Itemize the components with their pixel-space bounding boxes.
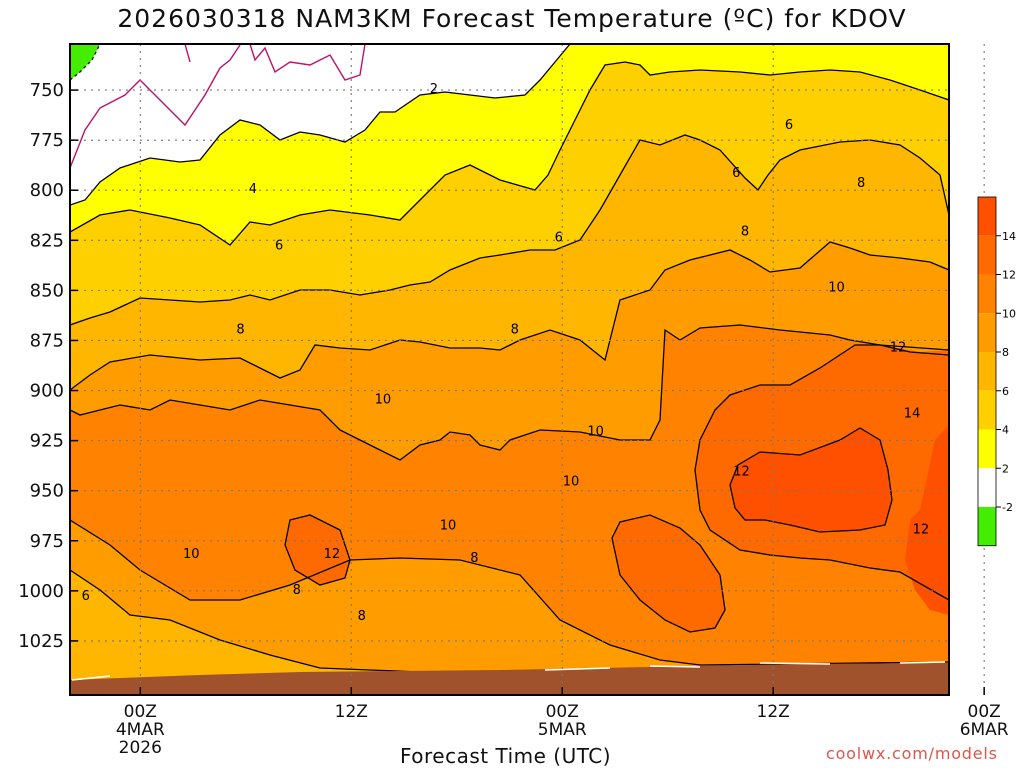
contour-label: 10 [587, 425, 604, 440]
x-tick-label: 00Z [546, 702, 579, 722]
x-tick-label: 00Z [968, 702, 1001, 722]
legend-swatch [978, 507, 996, 546]
contour-label: 6 [785, 118, 793, 133]
legend-label: 12 [1002, 269, 1016, 282]
contour-zero-line [70, 44, 366, 169]
legend-label: 2 [1002, 462, 1009, 475]
x-axis-label: Forecast Time (UTC) [400, 744, 612, 768]
y-tick-label: 800 [30, 180, 64, 201]
legend-label: -2 [1002, 501, 1013, 514]
chart-title: 2026030318 NAM3KM Forecast Temperature (… [117, 4, 907, 33]
y-tick-label: 900 [30, 381, 64, 402]
x-tick-label: 4MAR [116, 720, 165, 740]
legend-frame [977, 196, 997, 547]
contour-label: 14 [904, 407, 921, 422]
fill-band-12-14-left [285, 515, 350, 585]
contour-label: 6 [732, 166, 740, 181]
ground-surface [70, 663, 949, 695]
y-tick-label: 750 [30, 80, 64, 101]
contour-minus2-line [70, 44, 101, 81]
y-tick-label: 925 [30, 431, 64, 452]
y-tick-label: 775 [30, 130, 64, 151]
legend-swatch [978, 352, 996, 391]
color-legend: 14 12 10 8 6 4 2 -2 [977, 196, 1016, 547]
contour-label: 6 [82, 589, 90, 604]
legend-label: 10 [1002, 307, 1016, 320]
y-tick-label: 950 [30, 481, 64, 502]
legend-swatch [978, 429, 996, 469]
contour-label: 10 [183, 547, 200, 562]
x-tick-label: 2026 [119, 738, 162, 758]
contour-label: 8 [236, 322, 244, 337]
y-axis-ticks: 750 775 800 825 850 875 900 925 950 975 1000 1025 [18, 80, 78, 652]
legend-label: 4 [1002, 424, 1009, 437]
plot-frame [69, 43, 950, 696]
fill-band-below-minus2 [70, 44, 100, 80]
contour-label: 10 [440, 519, 457, 534]
contour-label: 8 [358, 609, 366, 624]
fill-band-above-14-edge [905, 425, 949, 615]
legend-label: 14 [1002, 230, 1016, 243]
legend-swatch [978, 390, 996, 430]
plot-area [70, 44, 949, 695]
contour-label: 6 [555, 230, 563, 245]
contour-label: 8 [511, 322, 519, 337]
fill-band-minus2-2 [70, 44, 570, 205]
contour-label: 4 [249, 182, 257, 197]
contour-label: 8 [470, 551, 478, 566]
legend-label: 6 [1002, 385, 1009, 398]
contour-label: 12 [324, 547, 341, 562]
contour-label: 12 [733, 465, 750, 480]
legend-swatch [978, 313, 996, 352]
contour-labels: 2 4 6 6 6 6 6 8 8 8 8 8 8 8 10 10 10 10 10 10 12 12 12 12 14 [82, 82, 929, 624]
x-tick-label: 12Z [335, 702, 368, 722]
contour-label: 10 [828, 280, 845, 295]
fill-band-6-8-lower [70, 570, 949, 695]
contour-label: 8 [857, 176, 865, 191]
y-tick-label: 875 [30, 330, 64, 351]
contour-label: 8 [293, 583, 301, 598]
x-tick-label: 6MAR [960, 720, 1009, 740]
legend-swatch [978, 468, 996, 507]
legend-swatch [978, 235, 996, 275]
y-tick-label: 1025 [18, 631, 64, 652]
contour-label: 2 [430, 82, 438, 97]
x-tick-label: 12Z [757, 702, 790, 722]
x-tick-label: 5MAR [538, 720, 587, 740]
fill-band-12-14-bottom [612, 515, 725, 632]
y-tick-label: 850 [30, 280, 64, 301]
contour-label: 10 [563, 475, 580, 490]
y-tick-label: 1000 [18, 581, 64, 602]
contour-label: 12 [913, 523, 930, 538]
contour-label: 10 [375, 393, 392, 408]
contour-label: 8 [741, 224, 749, 239]
legend-swatch [978, 197, 996, 236]
y-tick-label: 975 [30, 531, 64, 552]
y-tick-label: 825 [30, 230, 64, 251]
credit-text: coolwx.com/models [826, 744, 998, 763]
fill-band-8-10-lower [70, 520, 949, 695]
fill-band-above-14 [730, 428, 892, 532]
legend-label: 8 [1002, 346, 1009, 359]
contour-label: 12 [890, 340, 907, 355]
contour-label: 6 [275, 238, 283, 253]
legend-swatch [978, 274, 996, 314]
x-tick-label: 00Z [124, 702, 157, 722]
